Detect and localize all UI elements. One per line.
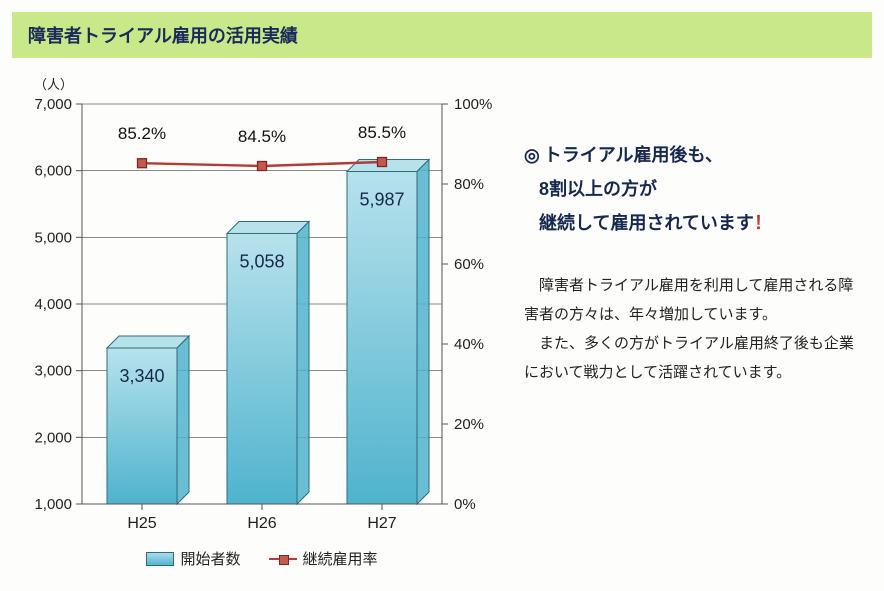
line-value: 85.2% (118, 124, 166, 143)
headline-l1: トライアル雇用後も、 (544, 145, 723, 165)
line-value: 84.5% (238, 127, 286, 146)
bar (347, 172, 417, 504)
chart-legend: 開始者数 継続雇用率 (12, 548, 512, 569)
bar-swatch-icon (146, 552, 174, 566)
yl-tick: 6,000 (34, 163, 72, 180)
yl-tick: 2,000 (34, 429, 72, 446)
x-category: H25 (127, 515, 156, 532)
y-unit-label: （人） (34, 74, 73, 93)
line-marker (138, 159, 147, 168)
chart-svg: 1,000 2,000 3,000 4,000 5,000 6,000 7,000 0% 20%… (12, 58, 512, 544)
line-marker (258, 162, 267, 171)
bar (227, 233, 297, 504)
bar-value: 5,987 (359, 190, 404, 210)
headline-bullet: ◎ (524, 138, 540, 172)
yr-tick: 0% (454, 496, 476, 513)
yr-tick: 20% (454, 416, 484, 433)
x-category: H27 (367, 515, 396, 532)
body-p1: 障害者トライアル雇用を利用して雇用される障害者の方々は、年々増加しています。 (524, 271, 868, 330)
headline-l2: 8割以上の方が (539, 179, 657, 199)
yr-tick: 60% (454, 256, 484, 273)
title-bar: 障害者トライアル雇用の活用実績 (12, 12, 872, 58)
legend-item-bar: 開始者数 (146, 548, 240, 569)
headline-emph: ！ (754, 213, 772, 233)
chart-area: （人） 1,000 2,000 3,000 4,000 5,000 6,000 7,000 0… (12, 58, 512, 569)
page-title: 障害者トライアル雇用の活用実績 (28, 22, 856, 48)
yl-tick: 1,000 (34, 496, 72, 513)
headline: ◎トライアル雇用後も、 8割以上の方が 継続して雇用されています！ (524, 138, 868, 241)
body-text: 障害者トライアル雇用を利用して雇用される障害者の方々は、年々増加しています。 ま… (524, 271, 868, 388)
x-category: H26 (247, 515, 276, 532)
legend-bar-label: 開始者数 (180, 548, 240, 569)
yl-tick: 5,000 (34, 229, 72, 246)
bar-value: 3,340 (119, 366, 164, 386)
text-area: ◎トライアル雇用後も、 8割以上の方が 継続して雇用されています！ 障害者トライ… (512, 58, 872, 569)
legend-line-label: 継続雇用率 (303, 548, 378, 569)
legend-item-line: 継続雇用率 (269, 548, 378, 569)
yl-tick: 4,000 (34, 296, 72, 313)
body-p2: また、多くの方がトライアル雇用終了後も企業において戦力として活躍されています。 (524, 329, 868, 388)
line-value: 85.5% (358, 123, 406, 142)
line-marker (378, 158, 387, 167)
line-swatch-icon (269, 552, 297, 566)
content-row: （人） 1,000 2,000 3,000 4,000 5,000 6,000 7,000 0… (0, 58, 884, 569)
yl-tick: 3,000 (34, 363, 72, 380)
yl-tick: 7,000 (34, 96, 72, 113)
yr-tick: 80% (454, 176, 484, 193)
yr-tick: 40% (454, 336, 484, 353)
bar-value: 5,058 (239, 251, 284, 271)
yr-tick: 100% (454, 96, 492, 113)
headline-l3: 継続して雇用されています (539, 213, 754, 233)
